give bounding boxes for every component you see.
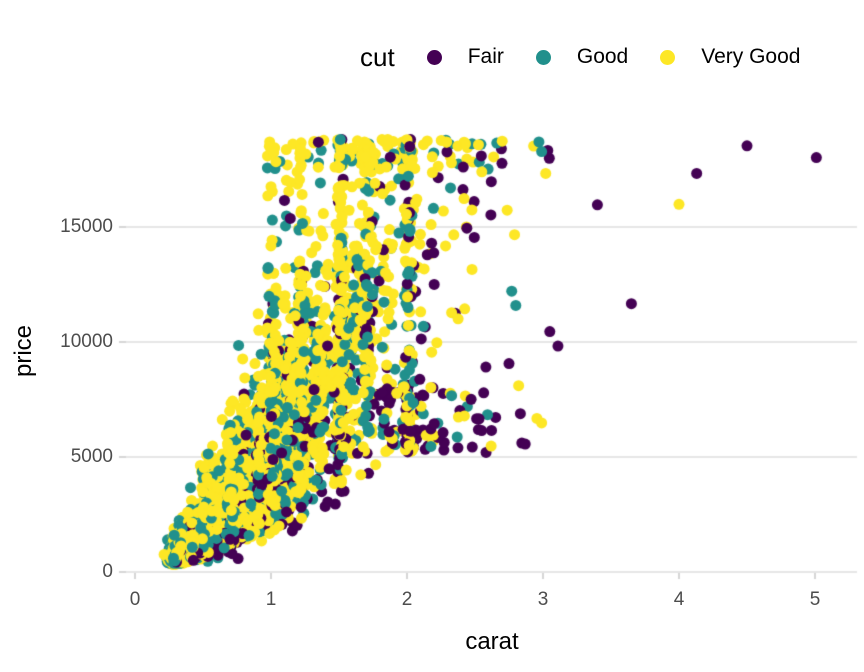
- y-tick-label: 15000: [60, 216, 113, 237]
- legend-item-good: Good: [535, 45, 629, 69]
- legend-item-very-good: Very Good: [660, 45, 800, 69]
- legend-label: Good: [576, 45, 629, 68]
- legend-label: Fair: [467, 45, 504, 68]
- legend-item-fair: Fair: [426, 45, 504, 69]
- y-tick-label: 0: [102, 561, 113, 582]
- legend-title: cut: [360, 41, 395, 72]
- x-tick-label: 3: [537, 589, 549, 610]
- x-tick-label: 2: [401, 589, 413, 610]
- legend-swatch-icon: [426, 49, 442, 65]
- legend-label: Very Good: [701, 45, 801, 68]
- legend: cut Fair Good Very Good: [360, 40, 800, 74]
- legend-swatch-icon: [535, 49, 551, 65]
- x-tick-label: 4: [673, 589, 685, 610]
- x-tick-label: 1: [265, 589, 277, 610]
- x-tick-label: 0: [129, 589, 141, 610]
- legend-swatch-icon: [660, 49, 676, 65]
- x-axis-title: carat: [465, 628, 519, 655]
- y-tick-label: 5000: [70, 446, 113, 467]
- y-tick-label: 10000: [60, 331, 113, 352]
- x-tick-label: 5: [809, 589, 821, 610]
